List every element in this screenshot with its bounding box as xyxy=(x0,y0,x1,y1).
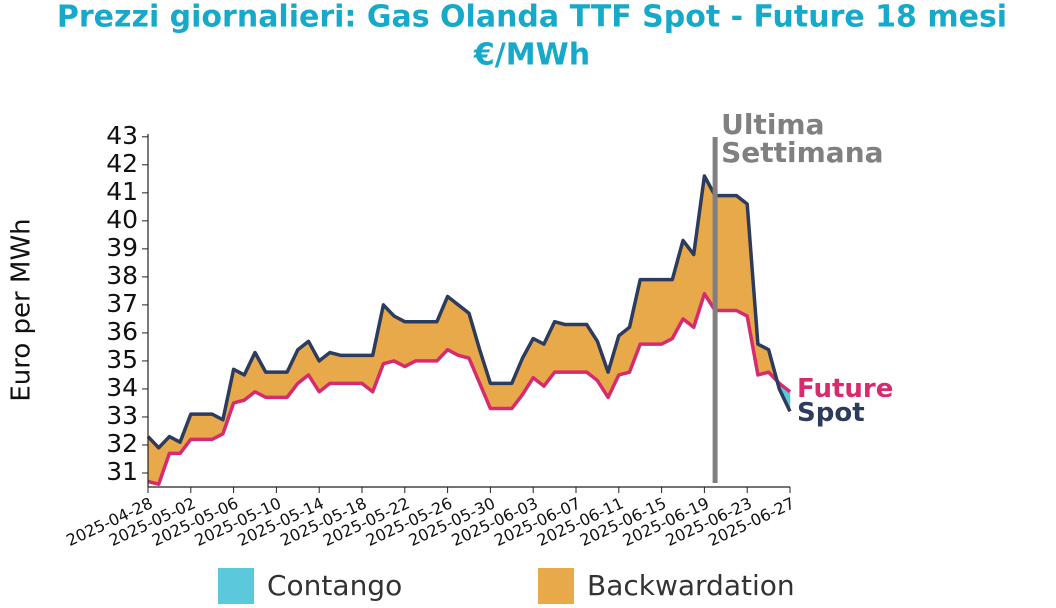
spread-area xyxy=(490,383,502,409)
y-tick-label: 36 xyxy=(106,317,138,346)
chart-title: Prezzi giornalieri: Gas Olanda TTF Spot … xyxy=(57,0,1007,35)
y-tick-label: 35 xyxy=(106,345,138,374)
spread-area xyxy=(329,352,341,384)
spread-area xyxy=(554,321,566,373)
spread-area xyxy=(265,371,277,398)
y-tick-label: 39 xyxy=(106,233,138,262)
series-label: Spot xyxy=(797,398,865,428)
chart-subtitle: €/MWh xyxy=(473,38,590,73)
annotation-text: Ultima xyxy=(721,108,824,141)
y-tick-label: 37 xyxy=(106,289,138,318)
legend-swatch xyxy=(538,568,574,604)
spread-area xyxy=(639,279,652,345)
spread-area xyxy=(425,321,438,362)
y-tick-label: 31 xyxy=(106,457,138,486)
spread-area xyxy=(500,383,513,409)
spread-area xyxy=(725,195,737,311)
series-line xyxy=(146,174,792,450)
y-axis-label: Euro per MWh xyxy=(7,218,37,401)
y-tick-label: 33 xyxy=(106,401,138,430)
legend-label: Contango xyxy=(267,569,402,602)
spread-area xyxy=(393,315,406,367)
y-tick-label: 40 xyxy=(106,205,138,234)
spread-area xyxy=(736,195,748,317)
spread-area xyxy=(565,324,577,373)
spread-area xyxy=(351,355,363,384)
spread-area xyxy=(201,413,213,440)
spread-area xyxy=(276,371,288,398)
spread-area xyxy=(650,279,662,345)
annotation-text: Settimana xyxy=(721,136,883,169)
y-tick-label: 43 xyxy=(106,121,138,150)
spread-area xyxy=(415,321,427,362)
y-tick-label: 42 xyxy=(106,149,138,178)
legend-swatch xyxy=(218,568,254,604)
series-label: Future xyxy=(797,374,893,404)
spread-area xyxy=(661,279,673,345)
spread-area xyxy=(190,413,202,440)
y-tick-label: 32 xyxy=(106,429,138,458)
y-tick-label: 34 xyxy=(106,373,138,402)
y-tick-label: 38 xyxy=(106,261,138,290)
series-line xyxy=(147,291,792,486)
spread-area xyxy=(340,355,352,384)
spread-area xyxy=(575,324,587,373)
legend-label: Backwardation xyxy=(587,569,795,602)
y-tick-label: 41 xyxy=(106,177,138,206)
